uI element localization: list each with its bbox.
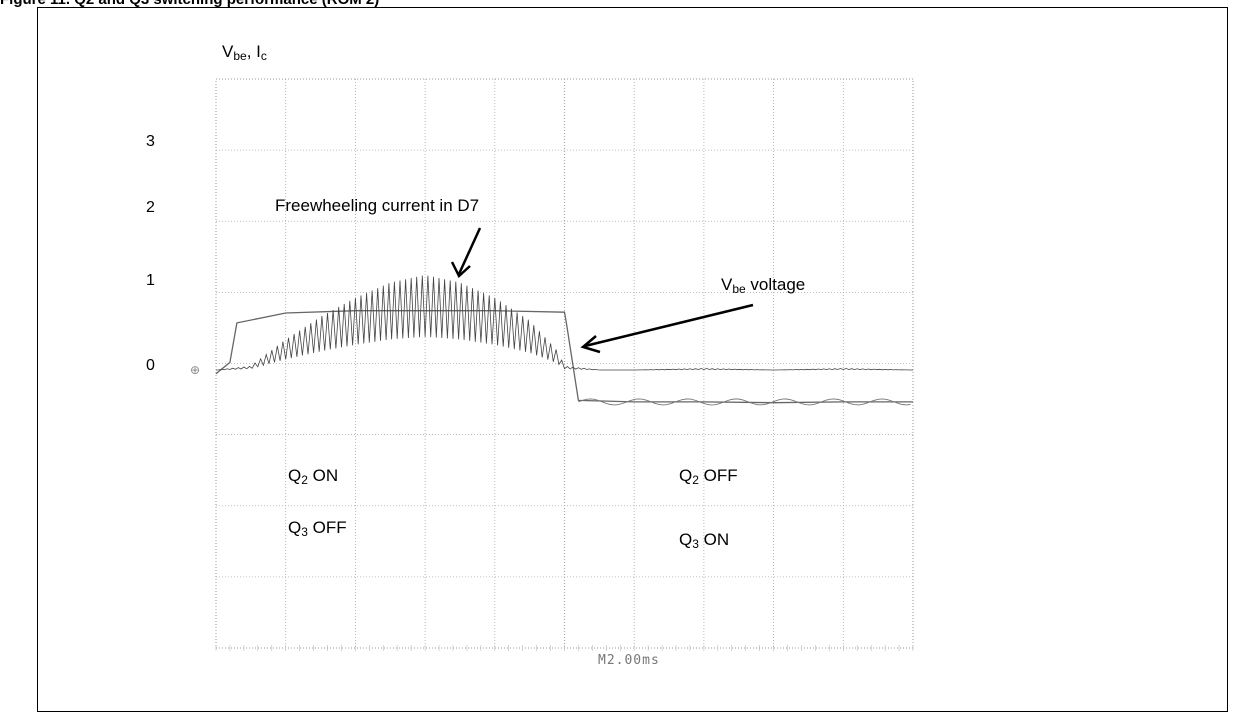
figure-caption: Figure 11. Q2 and Q3 switching performan… <box>0 0 379 9</box>
traces <box>215 275 913 406</box>
y-tick-1: 1 <box>146 272 155 289</box>
arrow-vbe-head <box>580 335 601 354</box>
y-tick-2: 2 <box>146 199 155 216</box>
timebase-readout: M2.00ms <box>598 653 660 668</box>
arrow-freewheeling <box>457 227 482 275</box>
figure-frame <box>37 7 1228 712</box>
ground-marker: ⊕ <box>190 363 200 377</box>
annotation-q2-on: Q2 ON <box>288 466 339 487</box>
ic-trace <box>215 275 913 371</box>
annotation-q3-on: Q3 ON <box>679 530 730 551</box>
annotation-q3-off: Q3 OFF <box>288 518 347 539</box>
grid: ⊕ <box>190 78 914 651</box>
y-tick-3: 3 <box>146 133 155 150</box>
arrows <box>450 227 754 354</box>
arrow-vbe <box>584 303 754 348</box>
y-tick-0: 0 <box>146 357 155 374</box>
annotation-freewheeling: Freewheeling current in D7 <box>275 196 480 215</box>
arrow-freewheeling-head <box>450 261 471 279</box>
annotation-q2-off: Q2 OFF <box>679 466 738 487</box>
annotation-vbe-voltage: Vbe voltage <box>721 275 806 296</box>
y-axis-label: Vbe, Ic <box>222 42 267 63</box>
vbe-noise <box>578 398 911 406</box>
